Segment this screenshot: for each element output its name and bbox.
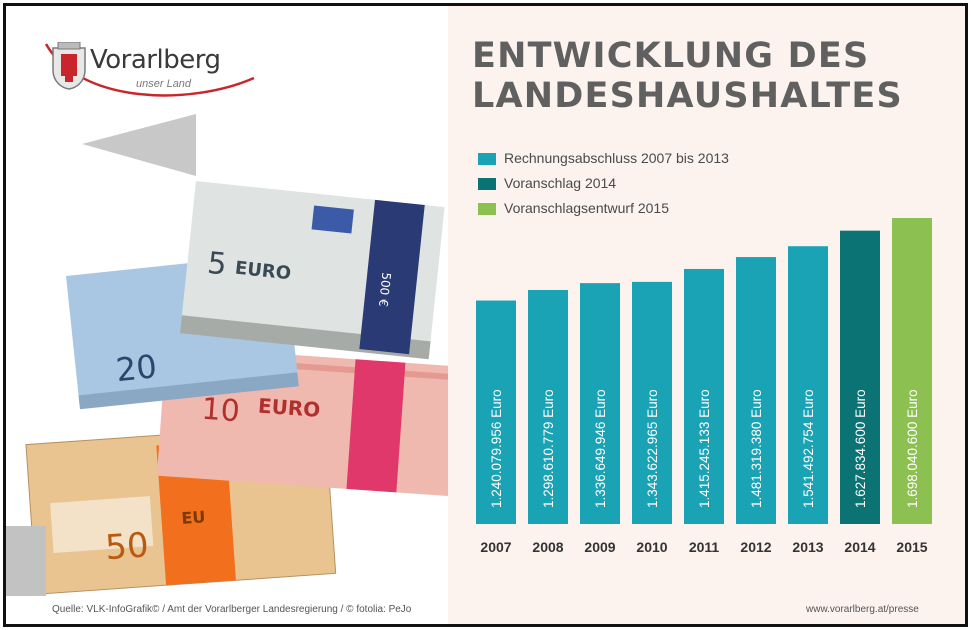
svg-text:20: 20 bbox=[114, 347, 158, 389]
bar-value-label: 1.343.622.965 Euro bbox=[645, 389, 660, 508]
bar-2011 bbox=[684, 268, 724, 524]
bar-2014 bbox=[840, 230, 880, 524]
bar-value-label: 1.698.040.600 Euro bbox=[905, 389, 920, 508]
svg-text:5: 5 bbox=[206, 246, 229, 283]
x-tick-label: 2010 bbox=[636, 539, 667, 555]
legend-swatch bbox=[478, 203, 496, 215]
legend-label: Rechnungsabschluss 2007 bis 2013 bbox=[504, 150, 729, 166]
bar-2015 bbox=[892, 218, 932, 524]
chart-title-line-1: ENTWICKLUNG DES bbox=[472, 36, 870, 76]
legend-swatch bbox=[478, 153, 496, 165]
bar-2009 bbox=[580, 283, 620, 524]
legend-label: Voranschlagsentwurf 2015 bbox=[504, 200, 669, 216]
bar-value-label: 1.627.834.600 Euro bbox=[853, 389, 868, 508]
bar-2010 bbox=[632, 281, 672, 524]
bar-value-label: 1.481.319.380 Euro bbox=[749, 389, 764, 508]
bar-value-label: 1.415.245.133 Euro bbox=[697, 389, 712, 508]
footer-url: www.vorarlberg.at/presse bbox=[806, 604, 919, 615]
x-tick-label: 2008 bbox=[532, 539, 563, 555]
vorarlberg-logo: Vorarlberg unser Land bbox=[40, 34, 260, 114]
coat-of-arms-icon bbox=[52, 42, 86, 90]
bar-value-label: 1.541.492.754 Euro bbox=[801, 389, 816, 508]
x-tick-label: 2015 bbox=[896, 539, 927, 555]
chart-title-line-2: LANDESHAUSHALTES bbox=[472, 76, 903, 116]
x-tick-label: 2012 bbox=[740, 539, 771, 555]
footer-source: Quelle: VLK-InfoGrafik© / Amt der Vorarl… bbox=[52, 604, 412, 615]
logo-tagline: unser Land bbox=[136, 78, 192, 90]
logo-name: Vorarlberg bbox=[90, 45, 221, 75]
bar-value-label: 1.298.610.779 Euro bbox=[541, 389, 556, 508]
svg-text:50: 50 bbox=[104, 525, 150, 568]
x-tick-label: 2009 bbox=[584, 539, 615, 555]
bar-value-label: 1.240.079.956 Euro bbox=[489, 389, 504, 508]
bar-2007 bbox=[476, 300, 516, 524]
x-tick-label: 2013 bbox=[792, 539, 823, 555]
legend-label: Voranschlag 2014 bbox=[504, 175, 617, 191]
bar-2008 bbox=[528, 289, 568, 524]
banknotes-illustration: 50 EU 10 EURO 20 5 bbox=[6, 114, 448, 596]
bar-2012 bbox=[736, 257, 776, 524]
svg-text:EURO: EURO bbox=[257, 394, 321, 422]
svg-text:10: 10 bbox=[200, 392, 241, 430]
bar-value-label: 1.336.649.946 Euro bbox=[593, 389, 608, 508]
bar-2013 bbox=[788, 246, 828, 524]
x-tick-label: 2007 bbox=[480, 539, 511, 555]
svg-text:500 €: 500 € bbox=[376, 272, 394, 308]
banknotes-photo: 50 EU 10 EURO 20 5 bbox=[6, 6, 448, 596]
chart-title: ENTWICKLUNG DES LANDESHAUSHALTES bbox=[472, 36, 942, 116]
svg-text:EU: EU bbox=[181, 507, 206, 528]
legend-swatch bbox=[478, 178, 496, 190]
x-tick-label: 2011 bbox=[689, 539, 720, 555]
x-tick-label: 2014 bbox=[844, 539, 875, 555]
